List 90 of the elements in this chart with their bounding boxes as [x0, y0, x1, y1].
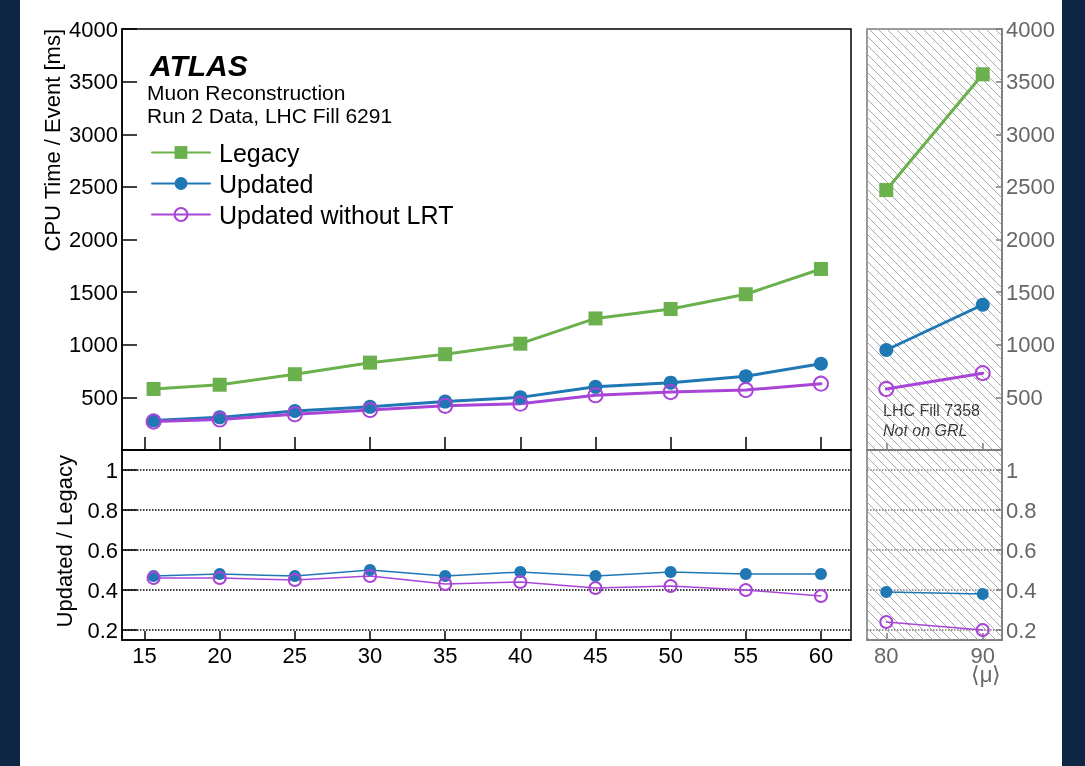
y-tick-label: 2500 — [1006, 174, 1055, 200]
point — [974, 365, 991, 382]
x-tick-label: 60 — [808, 642, 834, 668]
legend-label: Updated — [219, 169, 314, 198]
x-tick-label: 55 — [733, 642, 759, 668]
x-tick-label: 40 — [508, 642, 533, 668]
y-tick-label: 1500 — [69, 279, 118, 305]
y-tick-label: 0.2 — [87, 617, 118, 643]
y-tick-label: 1000 — [1006, 332, 1055, 358]
point — [738, 287, 753, 302]
point — [878, 380, 895, 397]
y-tick-label: 0.8 — [87, 497, 118, 523]
point — [437, 397, 454, 414]
y-tick-label: 1000 — [69, 332, 118, 358]
point — [287, 367, 302, 382]
point — [438, 347, 453, 362]
legend-label: Updated without LRT — [219, 200, 454, 229]
y-tick-label: 500 — [1006, 384, 1043, 410]
point — [813, 261, 828, 276]
y-tick-label: 3000 — [69, 121, 118, 147]
point — [664, 566, 677, 578]
point — [975, 623, 990, 637]
legend-label: Legacy — [219, 138, 301, 167]
point — [662, 384, 679, 401]
y-tick-label: 0.4 — [1006, 577, 1037, 603]
y-tick-label: 1 — [105, 457, 118, 483]
point — [879, 343, 894, 358]
point — [975, 67, 990, 82]
y-tick-label: 4000 — [1006, 16, 1055, 42]
annotation: Not on GRL — [883, 421, 968, 439]
annotation: Muon Reconstruction — [147, 80, 346, 104]
point — [286, 406, 303, 423]
point — [813, 356, 828, 371]
y-tick-label: 0.8 — [1006, 497, 1037, 523]
y-tick-label: 3000 — [1006, 121, 1055, 147]
y-tick-label: 1 — [1006, 457, 1019, 483]
y-axis-title: Updated / Legacy — [51, 455, 77, 628]
point — [814, 568, 827, 580]
annotation: ATLAS — [149, 48, 248, 82]
point — [588, 311, 603, 326]
point — [738, 583, 753, 597]
point — [362, 402, 379, 418]
point — [880, 586, 893, 598]
y-tick-label: 4000 — [69, 16, 118, 42]
point — [663, 579, 678, 593]
point — [438, 577, 453, 591]
y-tick-label: 2000 — [69, 227, 118, 252]
annotation: LHC Fill 7358 — [883, 401, 981, 419]
y-tick-label: 1500 — [1006, 279, 1055, 305]
point — [975, 297, 990, 312]
y-tick-label: 0.2 — [1006, 617, 1037, 643]
point — [879, 615, 894, 629]
point — [287, 573, 302, 587]
x-tick-label: 50 — [658, 642, 683, 668]
x-tick-label: 20 — [207, 642, 232, 668]
point — [739, 568, 752, 580]
point — [212, 377, 227, 392]
y-tick-label: 0.6 — [87, 537, 118, 563]
point — [738, 369, 753, 384]
x-tick-label: 45 — [583, 642, 608, 668]
point — [587, 387, 604, 404]
x-tick-label: 35 — [432, 642, 458, 668]
y-tick-label: 3500 — [69, 69, 118, 95]
point — [976, 588, 989, 600]
y-tick-label: 0.6 — [1006, 537, 1037, 563]
y-tick-label: 500 — [81, 384, 118, 410]
x-tick-label: 25 — [282, 642, 308, 668]
y-tick-label: 3500 — [1006, 69, 1055, 95]
point — [513, 336, 528, 351]
point — [663, 301, 678, 316]
y-tick-label: 0.4 — [87, 577, 118, 603]
point — [737, 382, 754, 398]
point — [513, 575, 528, 589]
point — [512, 395, 529, 412]
x-tick-label: 80 — [874, 642, 899, 668]
point — [589, 570, 602, 582]
point — [363, 355, 378, 370]
point — [879, 183, 894, 198]
point — [812, 375, 829, 392]
point — [588, 581, 603, 595]
y-axis-title: CPU Time / Event [ms] — [39, 29, 65, 252]
point — [813, 589, 828, 603]
y-tick-label: 2000 — [1006, 227, 1055, 252]
y-tick-label: 2500 — [69, 174, 118, 200]
point — [212, 571, 227, 585]
point — [146, 381, 161, 396]
x-tick-label: 30 — [357, 642, 383, 668]
annotation: Run 2 Data, LHC Fill 6291 — [147, 103, 393, 127]
point — [363, 569, 378, 583]
x-tick-label: 15 — [132, 642, 157, 668]
